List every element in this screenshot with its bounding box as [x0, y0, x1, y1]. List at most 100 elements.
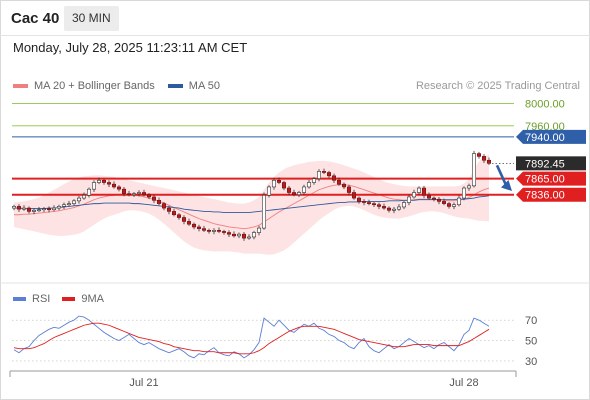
candle-body	[381, 206, 386, 209]
level-label: 8000.00	[525, 99, 565, 111]
candle-body	[301, 186, 306, 193]
candle-body	[401, 202, 406, 208]
level-label-box	[516, 129, 586, 144]
ma20-swatch	[13, 84, 28, 88]
candle-body	[261, 194, 266, 229]
candle-body	[371, 203, 376, 206]
candle-body	[481, 156, 486, 161]
candle-body	[162, 203, 167, 209]
candle-body	[142, 192, 147, 196]
rsi-tick-label: 50	[525, 336, 537, 348]
candle-body	[271, 179, 276, 188]
candle-body	[242, 233, 247, 239]
candle-body	[237, 233, 242, 237]
legend-ma50-label: MA 50	[188, 80, 220, 92]
candle-body	[476, 153, 481, 157]
legend-rsi-ma: 9MA	[62, 293, 104, 305]
candle-body	[431, 197, 436, 200]
candle-body	[197, 226, 202, 229]
candle-body	[306, 182, 311, 188]
candle-body	[366, 202, 371, 204]
level-label: 7836.00	[525, 190, 565, 202]
candle-body	[486, 159, 491, 164]
x-tick-label: Jul 28	[449, 377, 478, 389]
candle-body	[92, 182, 97, 190]
candle-body	[281, 182, 286, 189]
candle-body	[12, 206, 17, 209]
candle-body	[346, 186, 351, 193]
candle-body	[361, 201, 366, 203]
candle-body	[252, 232, 257, 238]
candle-body	[456, 197, 461, 206]
level-label-box	[516, 171, 586, 186]
interval-button[interactable]: 30 MIN	[64, 6, 119, 31]
candle-body	[31, 209, 36, 212]
candle-body	[77, 197, 82, 202]
price-legend: MA 20 + Bollinger Bands MA 50	[13, 80, 233, 92]
candle-body	[296, 192, 301, 196]
candle-body	[341, 183, 346, 188]
candle-body	[256, 227, 261, 233]
legend-ma50: MA 50	[167, 80, 220, 92]
candle-body	[436, 198, 441, 202]
candle-body	[227, 232, 232, 235]
candle-body	[311, 178, 316, 183]
candle-body	[132, 193, 137, 196]
candle-body	[276, 179, 281, 183]
candle-body	[16, 206, 21, 210]
candle-body	[331, 175, 336, 181]
forecast-arrow-shaft	[495, 164, 508, 186]
candle-body	[266, 186, 271, 196]
candle-body	[207, 230, 212, 232]
level-label: 7940.00	[525, 132, 565, 144]
candle-body	[217, 230, 222, 232]
candle-body	[376, 204, 381, 207]
candle-body	[72, 200, 77, 204]
candle-body	[351, 192, 356, 199]
candle-body	[147, 194, 152, 198]
candle-body	[202, 228, 207, 231]
candle-body	[336, 179, 341, 185]
candle-body	[117, 186, 122, 190]
legend-rsi-ma-label: 9MA	[81, 293, 104, 305]
candle-body	[316, 171, 321, 179]
candle-body	[187, 221, 192, 225]
candle-body	[112, 183, 117, 188]
rsi-swatch	[13, 297, 26, 301]
candle-body	[26, 207, 31, 212]
bollinger-band-area	[14, 154, 489, 255]
legend-ma20: MA 20 + Bollinger Bands	[13, 80, 155, 92]
candle-body	[326, 172, 331, 177]
level-label: 7865.00	[525, 174, 565, 186]
forecast-arrow-head	[501, 180, 512, 192]
level-label-box	[516, 187, 586, 202]
rsi-legend: RSI 9MA	[13, 293, 116, 305]
candle-body	[152, 196, 157, 201]
candle-body	[137, 192, 142, 194]
candle-body	[107, 182, 112, 185]
candle-body	[51, 207, 56, 211]
candle-body	[451, 204, 456, 207]
candle-body	[87, 188, 92, 196]
candle-body	[466, 185, 471, 189]
candle-body	[212, 230, 217, 232]
candle-body	[386, 207, 391, 211]
ma50-swatch	[167, 84, 183, 88]
x-tick-label: Jul 21	[129, 377, 158, 389]
copyright: Research © 2025 Trading Central	[415, 80, 580, 92]
candle-body	[67, 203, 72, 206]
candle-body	[321, 171, 326, 173]
candle-body	[426, 194, 431, 199]
candle-body	[167, 207, 172, 212]
candle-body	[122, 188, 127, 194]
symbol-title: Cac 40	[11, 10, 60, 27]
legend-rsi-label: RSI	[32, 293, 51, 305]
candle-body	[391, 208, 396, 211]
candle-body	[182, 217, 187, 222]
last-price-box	[516, 156, 586, 171]
candle-body	[157, 199, 162, 204]
chart-header: Cac 40 30 MIN	[0, 0, 590, 36]
candle-body	[97, 179, 102, 183]
rsi-line	[13, 315, 490, 359]
